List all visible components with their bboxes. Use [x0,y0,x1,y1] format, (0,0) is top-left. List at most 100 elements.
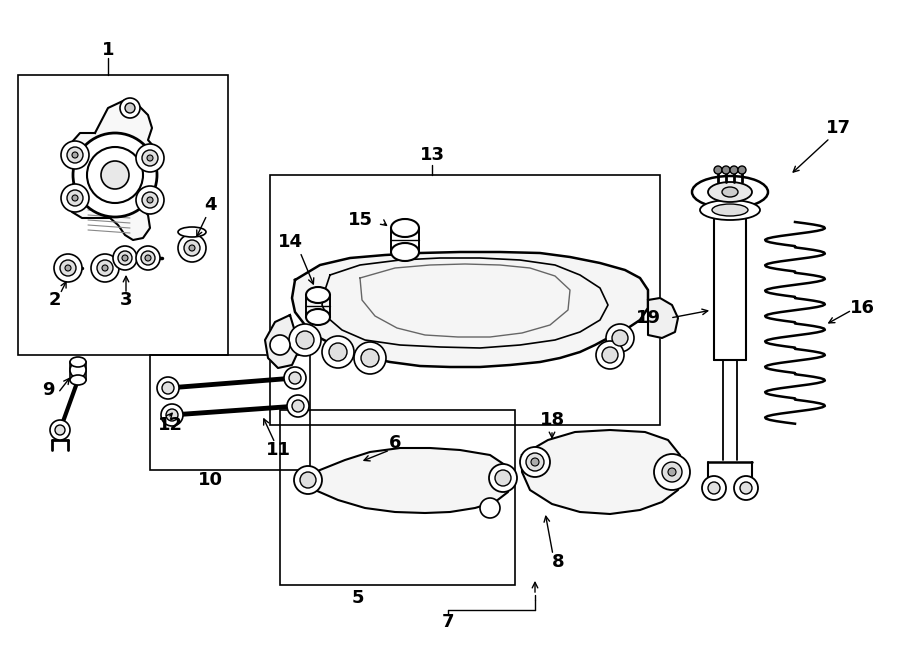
Circle shape [67,147,83,163]
Circle shape [67,190,83,206]
Ellipse shape [306,287,330,303]
Circle shape [300,472,316,488]
Ellipse shape [692,176,768,208]
Circle shape [55,425,65,435]
Circle shape [722,166,730,174]
Circle shape [738,166,746,174]
Circle shape [50,420,70,440]
Circle shape [87,147,143,203]
Circle shape [189,245,195,251]
Circle shape [125,103,135,113]
Circle shape [136,246,160,270]
Text: 8: 8 [552,553,564,571]
Circle shape [329,343,347,361]
Polygon shape [300,448,510,513]
Circle shape [61,141,89,169]
Ellipse shape [306,309,330,325]
Circle shape [495,470,511,486]
Circle shape [72,152,78,158]
Circle shape [654,454,690,490]
Ellipse shape [178,227,206,237]
Text: 18: 18 [539,411,564,429]
Circle shape [118,251,132,265]
Circle shape [97,260,113,276]
Ellipse shape [722,187,738,197]
Circle shape [147,155,153,161]
Circle shape [740,482,752,494]
Circle shape [60,260,76,276]
Ellipse shape [70,375,86,385]
Circle shape [122,255,128,261]
Circle shape [142,192,158,208]
Text: 11: 11 [266,441,291,459]
Polygon shape [648,298,678,338]
Text: 17: 17 [825,119,850,137]
Polygon shape [522,430,682,514]
Circle shape [289,324,321,356]
Circle shape [141,251,155,265]
Ellipse shape [391,219,419,237]
Circle shape [322,336,354,368]
Circle shape [531,458,539,466]
Circle shape [294,466,322,494]
Circle shape [72,195,78,201]
Circle shape [361,349,379,367]
Text: 3: 3 [120,291,132,309]
Circle shape [136,186,164,214]
Circle shape [120,98,140,118]
Circle shape [65,265,71,271]
Circle shape [296,331,314,349]
Circle shape [520,447,550,477]
Circle shape [145,255,151,261]
Circle shape [184,240,200,256]
Text: 4: 4 [203,196,216,214]
Bar [270,175,660,425]
Text: 2: 2 [49,291,61,309]
Circle shape [708,482,720,494]
Text: 1: 1 [102,41,114,59]
Circle shape [157,377,179,399]
Circle shape [178,234,206,262]
Bar [150,355,310,470]
Ellipse shape [700,200,760,220]
Text: 7: 7 [442,613,454,631]
Circle shape [147,197,153,203]
Circle shape [354,342,386,374]
Circle shape [606,324,634,352]
Text: 10: 10 [197,471,222,489]
Circle shape [101,161,129,189]
Circle shape [91,254,119,282]
Circle shape [714,166,722,174]
Bar [280,410,515,585]
Text: 13: 13 [419,146,445,164]
Circle shape [54,254,82,282]
Circle shape [480,498,500,518]
Circle shape [602,347,618,363]
Circle shape [73,133,157,217]
Text: 12: 12 [158,416,183,434]
Text: 14: 14 [277,233,302,251]
Circle shape [292,400,304,412]
Ellipse shape [70,357,86,367]
Circle shape [730,166,738,174]
Circle shape [142,150,158,166]
Circle shape [612,330,628,346]
Text: 9: 9 [41,381,54,399]
Circle shape [113,246,137,270]
Circle shape [287,395,309,417]
Polygon shape [292,252,648,367]
Circle shape [489,464,517,492]
Circle shape [289,372,301,384]
Text: 16: 16 [850,299,875,317]
Circle shape [136,144,164,172]
Ellipse shape [708,182,752,202]
Polygon shape [265,315,298,368]
Circle shape [162,382,174,394]
Text: 19: 19 [635,309,661,327]
Circle shape [734,476,758,500]
Circle shape [526,453,544,471]
Circle shape [702,476,726,500]
Circle shape [102,265,108,271]
Circle shape [270,335,290,355]
Bar [70,362,86,380]
